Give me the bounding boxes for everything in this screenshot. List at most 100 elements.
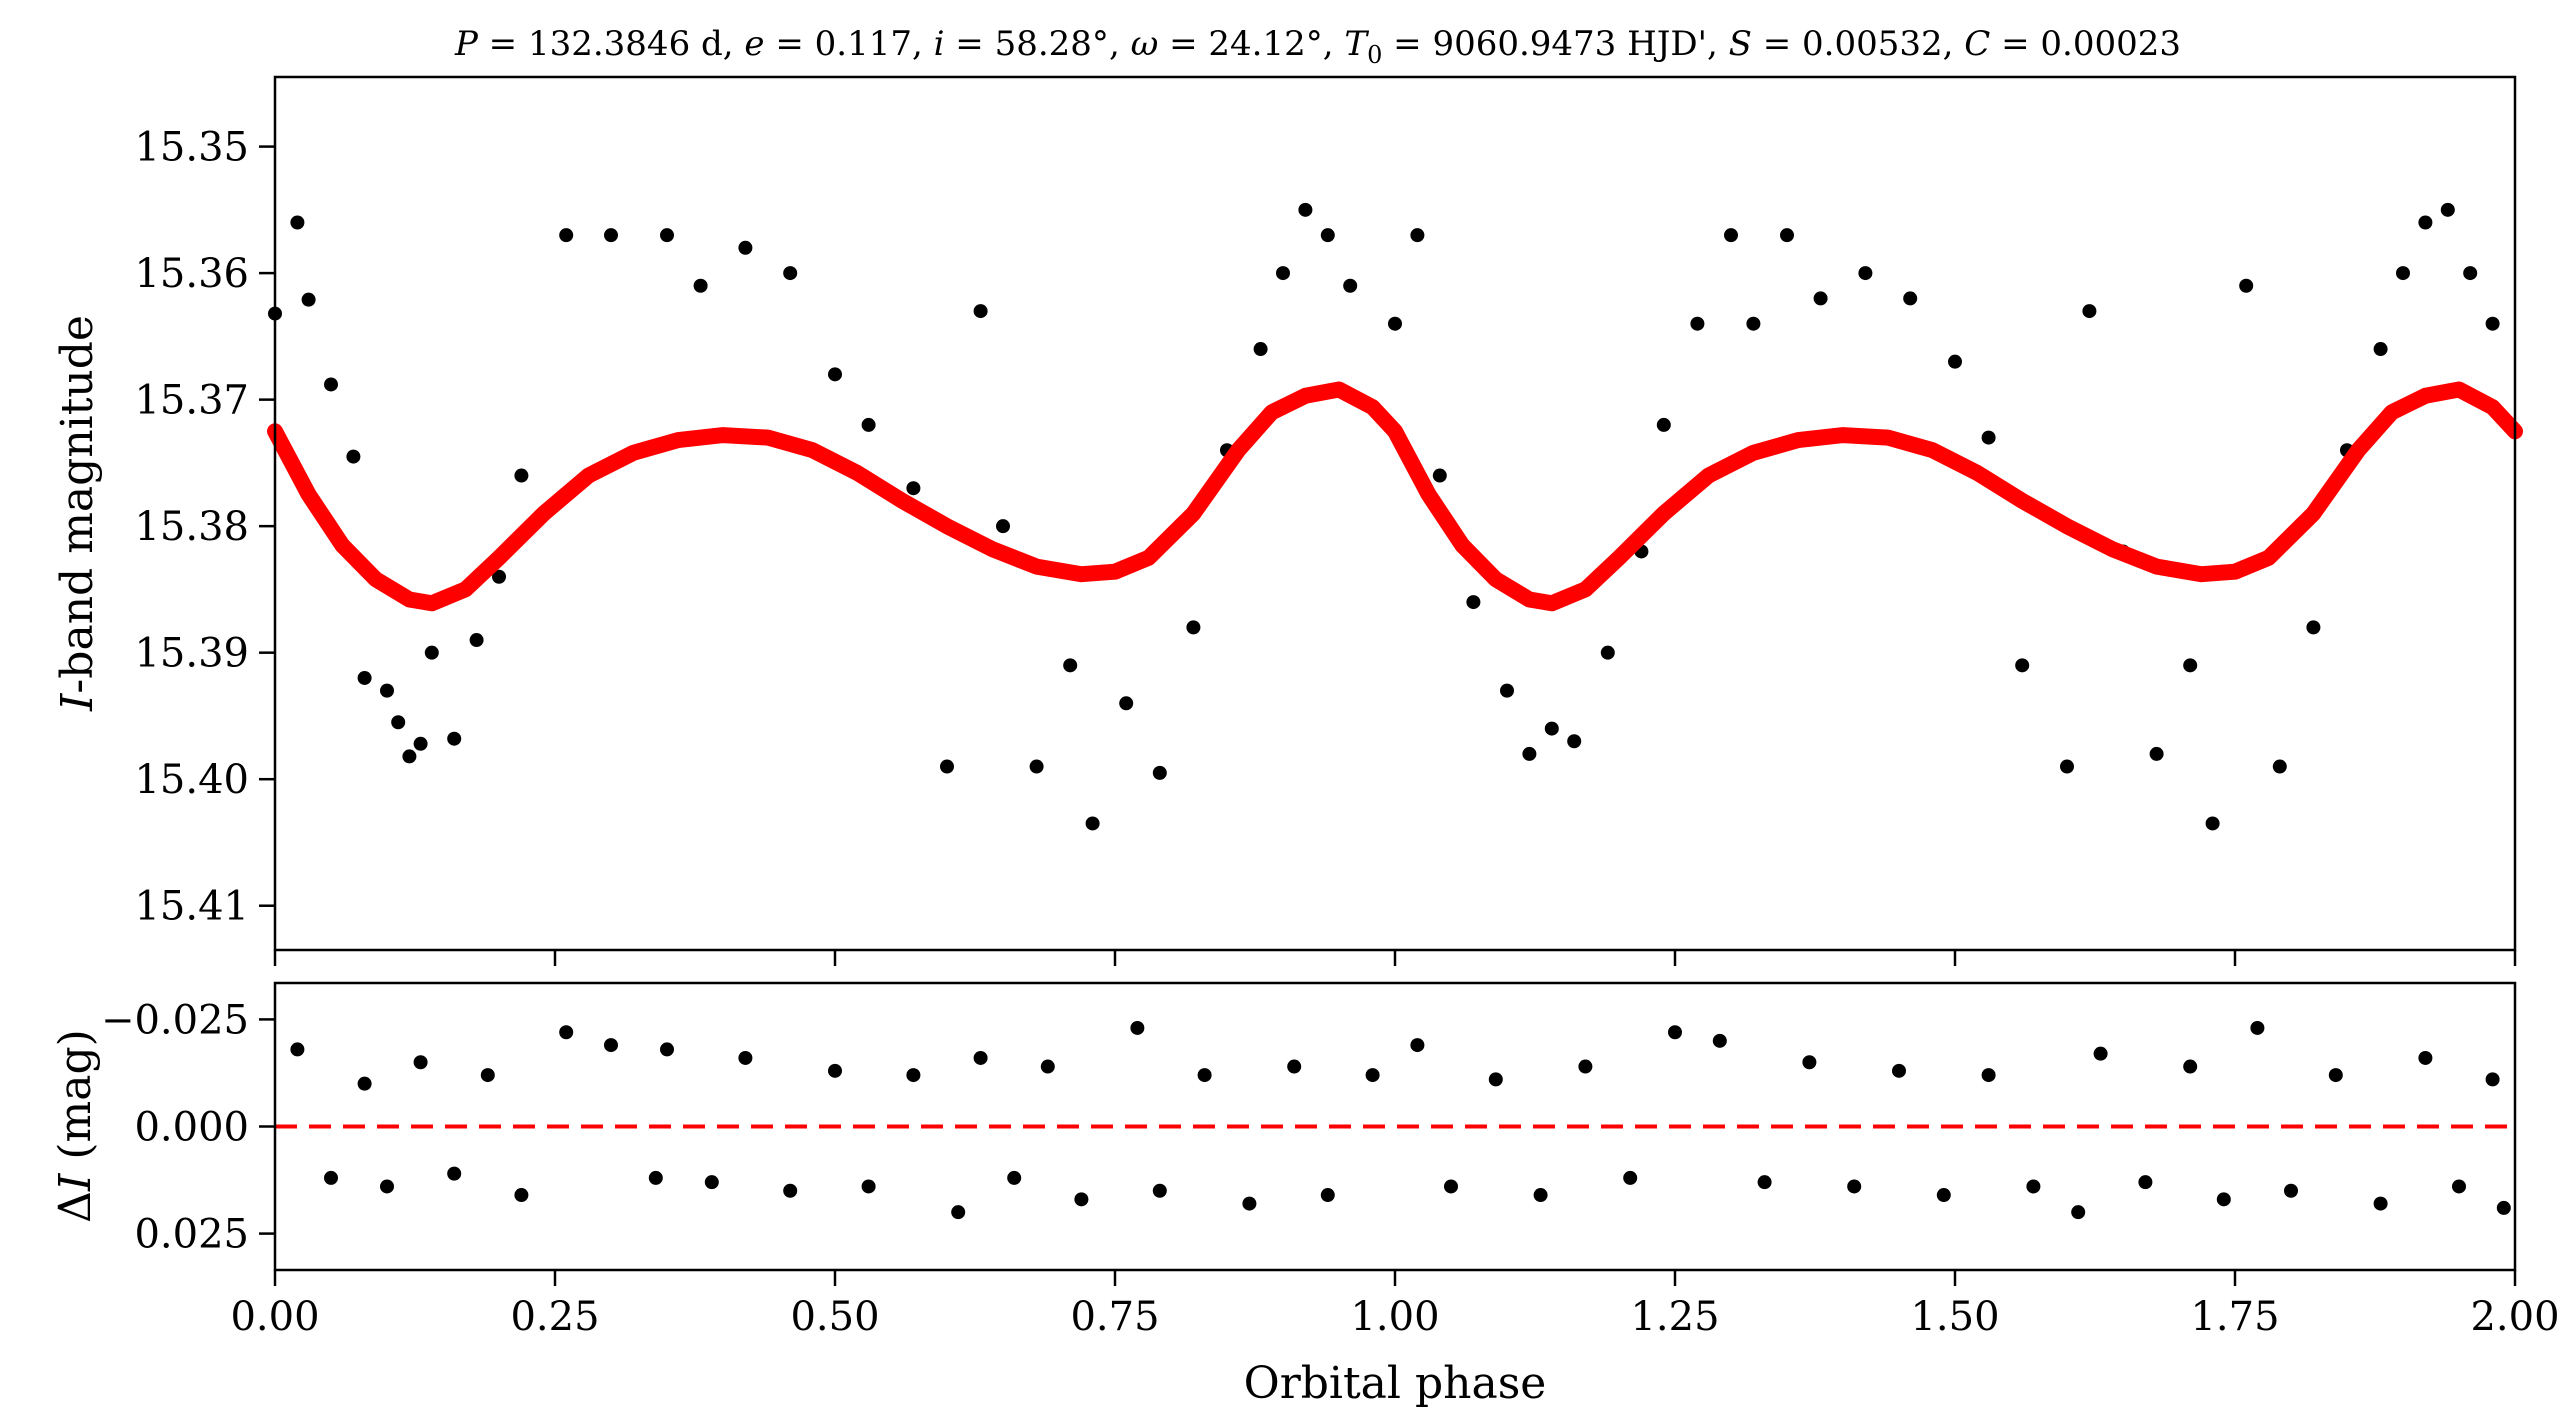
light-curve-x-ticks	[273, 950, 2517, 966]
residuals-x-ticks: 0.00 0.25 0.50 0.75 1.00 1.25 1.50 1.75 2.00	[230, 1270, 2560, 1340]
light-curve-point-56	[1903, 291, 1918, 306]
residual-point-36	[1668, 1025, 1682, 1040]
light-curve-point-42	[1466, 595, 1481, 610]
light-curve-point-55	[1858, 266, 1873, 281]
residual-point-30	[1410, 1038, 1425, 1053]
residual-point-25	[1197, 1068, 1212, 1083]
light-curve-point-50	[1690, 316, 1705, 331]
light-curve-point-36	[1298, 202, 1313, 217]
residual-point-47	[2138, 1175, 2153, 1190]
residual-point-32	[1488, 1072, 1503, 1087]
model-curve	[267, 381, 2523, 612]
light-curve-point-10	[424, 645, 439, 660]
light-curve-point-60	[2060, 759, 2074, 774]
residual-point-16	[861, 1179, 876, 1194]
light-curve-point-5	[357, 670, 372, 685]
residual-point-10	[648, 1170, 663, 1185]
light-curve-point-32	[1186, 620, 1201, 635]
light-curve-point-65	[2205, 816, 2220, 831]
light-curve-point-22	[861, 417, 876, 432]
residuals-y-tick-label: 0.000	[134, 1105, 249, 1151]
residual-point-8	[559, 1025, 574, 1040]
light-curve-point-13	[492, 569, 506, 584]
light-curve-point-61	[2082, 304, 2097, 319]
x-tick-label: 2.00	[2470, 1294, 2559, 1340]
residual-point-46	[2093, 1046, 2108, 1061]
light-curve-point-12	[469, 633, 484, 648]
light-curve-point-73	[2440, 202, 2455, 217]
light-curve-point-35	[1276, 266, 1290, 281]
light-curve-point-38	[1343, 278, 1358, 293]
residual-points	[290, 1020, 2511, 1220]
light-curve-point-53	[1780, 228, 1794, 243]
residual-point-29	[1365, 1068, 1380, 1083]
light-curve-point-15	[559, 228, 574, 243]
residual-point-28	[1320, 1188, 1335, 1203]
x-tick-label: 0.50	[790, 1294, 879, 1340]
residual-point-11	[660, 1042, 674, 1057]
residual-point-43	[1981, 1068, 1996, 1083]
light-curve-point-20	[783, 266, 798, 281]
light-curve-point-16	[604, 228, 618, 243]
x-tick-label: 0.25	[510, 1294, 599, 1340]
residuals-panel: −0.025 0.000 0.025 0.00 0.25 0.50 0.75 1.00 1.2…	[50, 981, 2560, 1409]
residual-point-44	[2026, 1179, 2041, 1194]
light-curve-point-7	[391, 715, 406, 730]
light-curve-y-ticks: 15.35 15.36 15.37 15.38 15.39 15.40 15.41	[134, 125, 275, 930]
residual-point-50	[2250, 1020, 2265, 1035]
residual-point-23	[1130, 1020, 1145, 1035]
light-curve-point-19	[738, 240, 753, 255]
light-curve-point-34	[1253, 342, 1268, 357]
x-tick-label: 0.00	[230, 1294, 319, 1340]
residual-point-18	[951, 1205, 966, 1220]
light-curve-point-47	[1600, 645, 1615, 660]
light-curve-point-26	[996, 519, 1010, 534]
residual-point-5	[447, 1166, 462, 1181]
light-curve-point-6	[380, 683, 394, 698]
residual-point-40	[1847, 1179, 1862, 1194]
light-curve-point-59	[2015, 658, 2030, 673]
light-curve-point-68	[2306, 620, 2321, 635]
residual-point-17	[906, 1068, 921, 1083]
light-curve-panel: 15.35 15.36 15.37 15.38 15.39 15.40 15.41 I-ba…	[52, 75, 2523, 966]
residual-point-35	[1623, 1170, 1638, 1185]
residual-point-0	[290, 1042, 305, 1057]
light-curve-point-67	[2272, 759, 2287, 774]
residual-point-1	[324, 1170, 338, 1185]
light-curve-point-63	[2149, 746, 2164, 761]
light-curve-point-21	[828, 367, 842, 382]
light-curve-point-31	[1152, 765, 1167, 780]
residual-point-24	[1152, 1183, 1167, 1198]
residual-point-15	[828, 1063, 842, 1078]
residual-point-27	[1287, 1059, 1302, 1074]
residual-point-42	[1936, 1188, 1951, 1203]
light-curve-point-75	[2485, 316, 2500, 331]
residual-point-38	[1757, 1175, 1772, 1190]
light-curve-point-57	[1948, 354, 1962, 369]
residual-point-55	[2452, 1179, 2466, 1194]
light-curve-y-tick-label: 15.41	[134, 884, 249, 930]
light-curve-point-23	[906, 481, 921, 496]
residual-point-41	[1892, 1063, 1906, 1078]
light-curve-point-18	[693, 278, 708, 293]
residual-point-13	[738, 1050, 753, 1065]
residual-point-4	[413, 1055, 428, 1070]
residual-point-31	[1444, 1179, 1458, 1194]
light-curve-point-3	[324, 377, 338, 392]
light-curve-y-axis-label: I-band magnitude	[52, 315, 103, 712]
residual-point-51	[2284, 1183, 2298, 1198]
residual-point-53	[2373, 1196, 2388, 1211]
residual-point-34	[1578, 1059, 1593, 1074]
residuals-y-tick-label: −0.025	[101, 997, 249, 1043]
light-curve-points	[268, 202, 2500, 831]
light-curve-point-8	[402, 749, 417, 764]
residual-point-54	[2418, 1050, 2433, 1065]
residual-point-19	[973, 1050, 988, 1065]
light-curve-point-45	[1544, 721, 1559, 736]
light-curve-point-54	[1813, 291, 1828, 306]
light-curve-y-tick-label: 15.37	[134, 378, 249, 424]
light-curve-frame	[273, 75, 2517, 952]
x-tick-label: 1.25	[1630, 1294, 1719, 1340]
light-curve-point-28	[1063, 658, 1078, 673]
residual-point-2	[357, 1076, 372, 1091]
